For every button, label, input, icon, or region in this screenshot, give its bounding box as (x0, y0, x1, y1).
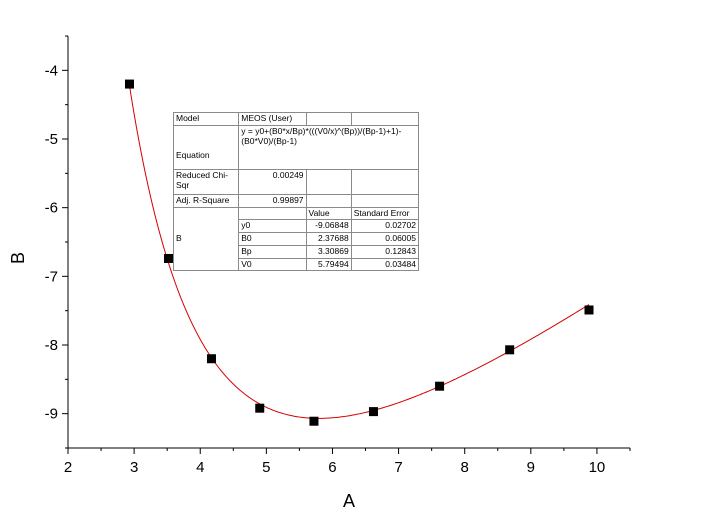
param-name: V0 (238, 257, 307, 272)
param-row: Bp 3.30869 0.12843 (174, 244, 420, 259)
data-point (206, 354, 216, 364)
data-point (309, 416, 319, 426)
empty-cell (305, 112, 352, 126)
x-tick-label: 10 (589, 459, 606, 476)
adjr-label: Adj. R-Square (172, 193, 240, 208)
data-point (435, 381, 445, 391)
data-point (124, 79, 134, 89)
x-tick-label: 3 (130, 459, 138, 476)
y-tick-label: -7 (45, 268, 58, 285)
x-tick-label: 4 (196, 459, 204, 476)
fit-results-table: Model MEOS (User) Equation y = y0+(B0*x/… (172, 112, 420, 272)
chisqr-label: Reduced Chi-Sqr (172, 168, 240, 195)
param-error: 0.02702 (350, 219, 420, 234)
y-tick-label: -6 (45, 200, 58, 217)
param-value: 2.37688 (305, 232, 352, 246)
x-tick-label: 7 (394, 459, 402, 476)
param-row: B0 2.37688 0.06005 (174, 232, 420, 246)
data-point (163, 253, 173, 263)
empty-cell (350, 112, 420, 126)
data-point (255, 403, 265, 413)
y-tick-label: -8 (45, 337, 58, 354)
equation-value: y = y0+(B0*x/Bp)*(((V0/x)^(Bp))/(Bp-1)+1… (238, 124, 419, 170)
x-tick-label: 9 (527, 459, 535, 476)
data-point (368, 407, 378, 417)
param-name: Bp (238, 244, 307, 259)
param-error: 0.12843 (350, 244, 420, 259)
param-row: y0 -9.06848 0.02702 (174, 219, 420, 234)
y-axis-label: B (8, 252, 28, 264)
model-value: MEOS (User) (238, 112, 307, 126)
param-row: V0 5.79494 0.03484 (174, 257, 420, 272)
x-tick-label: 2 (64, 459, 72, 476)
param-name: y0 (238, 219, 307, 234)
model-label: Model (172, 112, 240, 126)
equation-label: Equation (172, 124, 240, 170)
x-tick-label: 5 (262, 459, 270, 476)
param-name: B0 (238, 232, 307, 246)
empty-cell (305, 193, 352, 208)
x-tick-label: 8 (461, 459, 469, 476)
ticks: 2 3 4 5 6 7 8 9 10 -9 -8 -7 -6 -5 -4 (45, 35, 631, 476)
param-error: 0.06005 (350, 232, 420, 246)
empty-cell (350, 168, 420, 195)
empty-cell (350, 193, 420, 208)
empty-cell (305, 168, 352, 195)
value-header: Value (305, 206, 352, 221)
data-point (505, 345, 515, 355)
y-tick-label: -5 (45, 131, 58, 148)
param-value: 3.30869 (305, 244, 352, 259)
y-tick-label: -9 (45, 406, 58, 423)
x-tick-label: 6 (328, 459, 336, 476)
empty-cell (238, 206, 307, 221)
chisqr-value: 0.00249 (238, 168, 307, 195)
group-label: B (172, 206, 240, 272)
adjr-value: 0.99897 (238, 193, 307, 208)
param-value: 5.79494 (305, 257, 352, 272)
y-tick-label: -4 (45, 62, 58, 79)
data-points (124, 79, 594, 426)
data-point (584, 305, 594, 315)
param-error: 0.03484 (350, 257, 420, 272)
stderr-header: Standard Error (350, 206, 420, 221)
x-axis-label: A (343, 491, 355, 511)
param-value: -9.06848 (305, 219, 352, 234)
